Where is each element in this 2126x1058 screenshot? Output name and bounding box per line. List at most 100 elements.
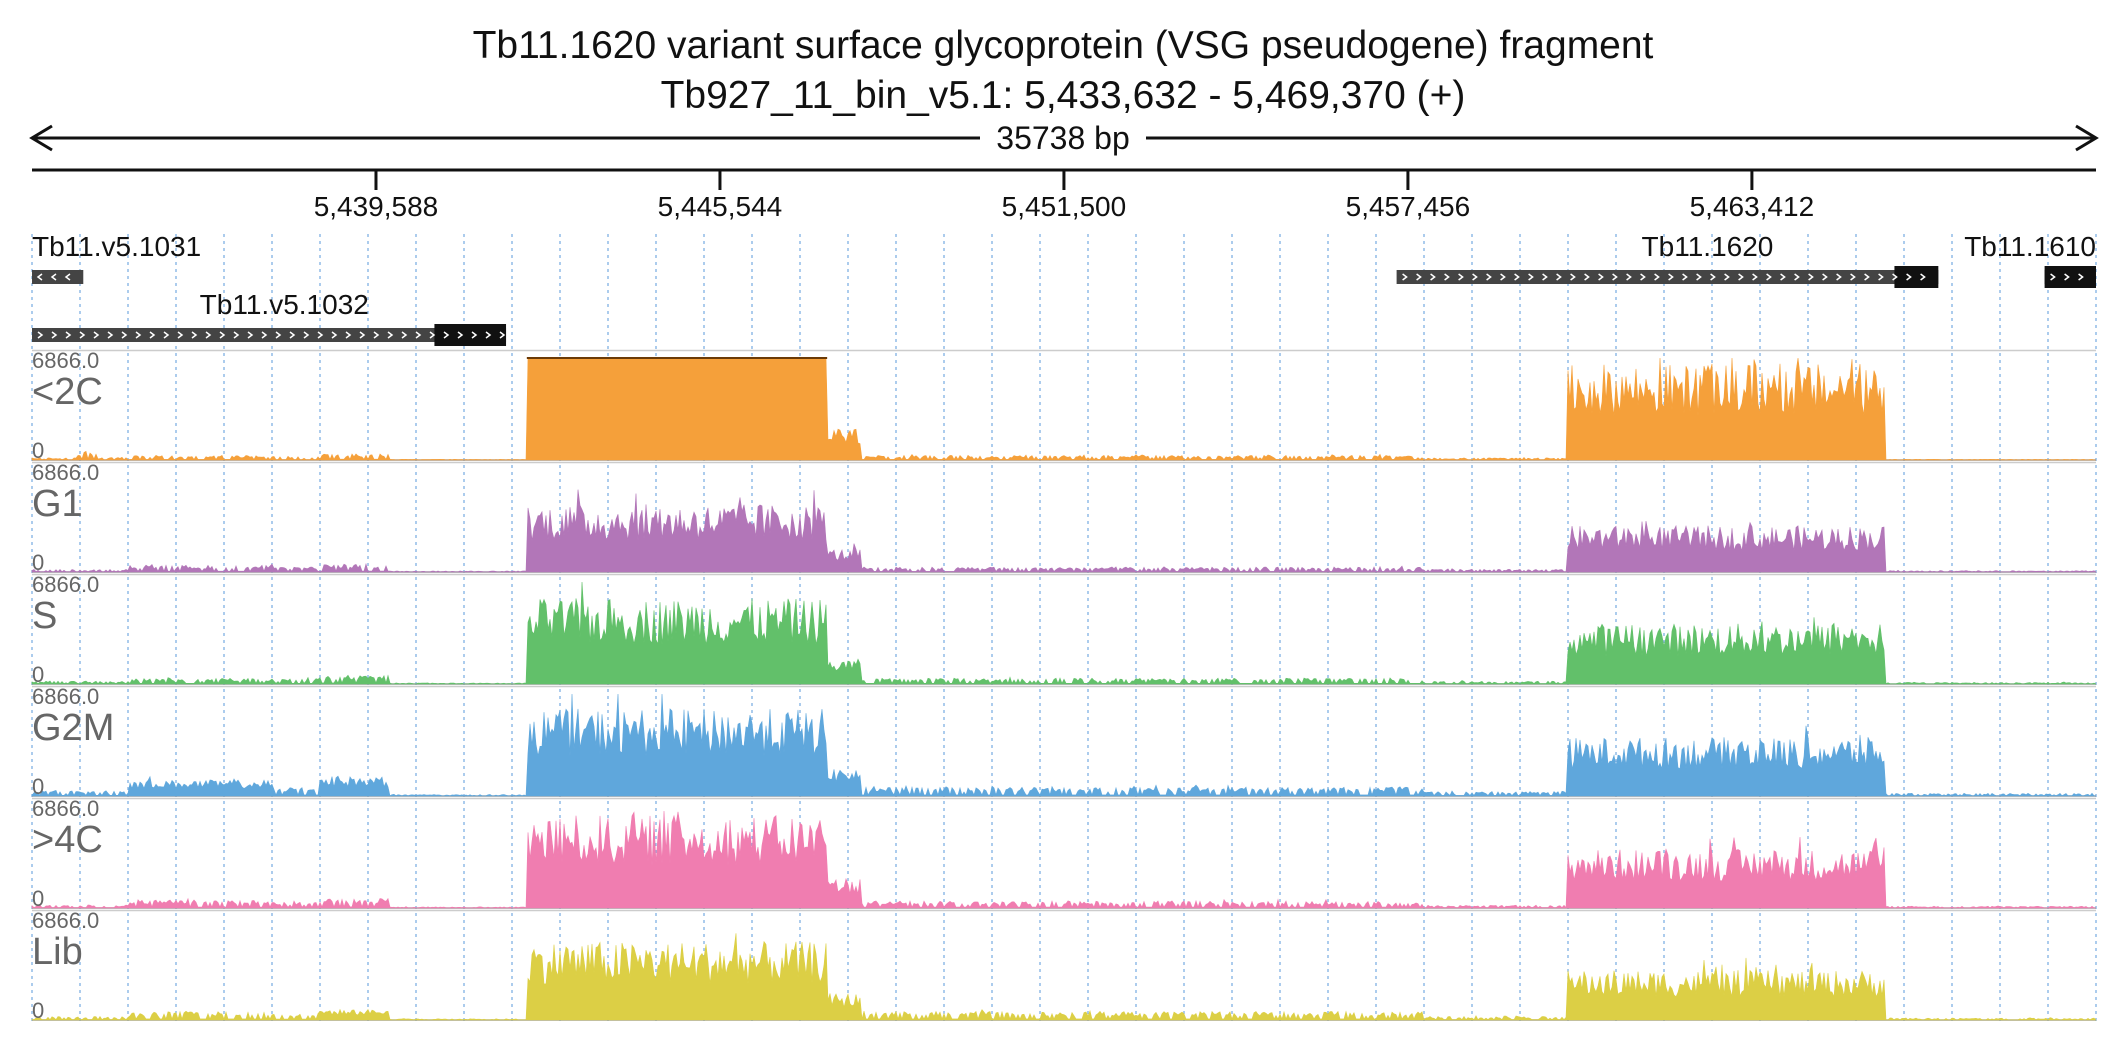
strand-chevron bbox=[191, 331, 198, 339]
strand-chevron bbox=[107, 331, 114, 339]
strand-chevron bbox=[443, 331, 450, 339]
strand-chevron bbox=[1682, 273, 1688, 281]
gene-label: Tb11.v5.1031 bbox=[32, 231, 201, 262]
strand-chevron bbox=[1724, 273, 1730, 281]
strand-chevron bbox=[163, 331, 170, 339]
strand-chevron bbox=[1654, 273, 1660, 281]
strand-chevron bbox=[1668, 273, 1674, 281]
strand-chevron bbox=[387, 331, 394, 339]
coverage-area bbox=[31, 933, 2097, 1021]
gene-body bbox=[32, 270, 84, 284]
strand-chevron bbox=[1696, 273, 1702, 281]
strand-chevron bbox=[303, 331, 310, 339]
strand-chevron bbox=[1542, 273, 1548, 281]
span-ruler: 35738 bp bbox=[29, 120, 2099, 158]
axis-ticks: 5,439,588 5,445,544 5,451,500 5,457,456 5,46… bbox=[314, 170, 1815, 222]
strand-chevron bbox=[177, 331, 184, 339]
gene-tb11-1620[interactable]: Tb11.1620 bbox=[1396, 231, 1939, 288]
strand-chevron bbox=[1416, 273, 1422, 281]
gene-cds bbox=[1894, 266, 1939, 288]
strand-chevron bbox=[415, 331, 422, 339]
strand-chevron bbox=[135, 331, 142, 339]
strand-chevron bbox=[1864, 273, 1870, 281]
strand-chevron bbox=[373, 331, 380, 339]
strand-chevron bbox=[457, 331, 464, 339]
strand-chevron bbox=[1472, 273, 1478, 281]
coverage-tracks: 6866.0<2C06866.0G106866.0S06866.0G2M0686… bbox=[31, 348, 2098, 1023]
span-label: 35738 bp bbox=[996, 120, 1129, 156]
strand-chevron bbox=[1836, 273, 1842, 281]
track-zero-label: 0 bbox=[32, 886, 44, 911]
track-name: >4C bbox=[32, 819, 103, 861]
span-arrow-left-head bbox=[29, 124, 53, 152]
strand-chevron bbox=[64, 273, 71, 281]
gene-label: Tb11.1620 bbox=[1642, 231, 1774, 262]
gene-tb11-v5-1032[interactable]: Tb11.v5.1032 bbox=[32, 289, 507, 346]
strand-chevron bbox=[1626, 273, 1632, 281]
strand-chevron bbox=[1556, 273, 1562, 281]
track-zero-label: 0 bbox=[32, 998, 44, 1023]
track-name: S bbox=[32, 595, 57, 637]
strand-chevron bbox=[37, 331, 44, 339]
track-zero-label: 0 bbox=[32, 550, 44, 575]
strand-chevron bbox=[121, 331, 128, 339]
axis-tick-label: 5,457,456 bbox=[1346, 191, 1471, 222]
strand-chevron bbox=[1500, 273, 1506, 281]
gene-cds bbox=[434, 324, 507, 346]
strand-chevron bbox=[471, 331, 478, 339]
gene-cds bbox=[2044, 266, 2096, 288]
strand-chevron bbox=[289, 331, 296, 339]
track-name: Lib bbox=[32, 931, 83, 973]
track-g1: 6866.0G1 0 bbox=[31, 460, 2098, 575]
strand-chevron bbox=[149, 331, 156, 339]
strand-chevron bbox=[51, 331, 58, 339]
axis-tick-label: 5,463,412 bbox=[1690, 191, 1815, 222]
span-label-backdrop bbox=[980, 120, 1146, 158]
strand-chevron bbox=[1892, 273, 1898, 281]
gene-tb11-1610[interactable]: Tb11.1610 bbox=[1964, 231, 2096, 288]
strand-chevron bbox=[2050, 273, 2056, 281]
track-4c: 6866.0>4C 0 bbox=[31, 796, 2097, 911]
strand-chevron bbox=[1850, 273, 1856, 281]
coverage-area bbox=[31, 693, 2097, 797]
strand-chevron bbox=[1584, 273, 1590, 281]
strand-chevron bbox=[1920, 273, 1926, 281]
gene-tb11-v5-1031[interactable]: Tb11.v5.1031 bbox=[32, 231, 201, 284]
track-zero-label: 0 bbox=[32, 438, 44, 463]
strand-chevron bbox=[1528, 273, 1534, 281]
strand-chevron bbox=[1878, 273, 1884, 281]
strand-chevron bbox=[275, 331, 282, 339]
strand-chevron bbox=[1514, 273, 1520, 281]
axis-tick-label: 5,439,588 bbox=[314, 191, 439, 222]
strand-chevron bbox=[1738, 273, 1744, 281]
axis-tick-label: 5,451,500 bbox=[1002, 191, 1127, 222]
coordinate-axis: 5,439,588 5,445,544 5,451,500 5,457,456 5,46… bbox=[32, 168, 2096, 222]
span-arrow-right-head bbox=[2075, 124, 2099, 152]
track-name: G1 bbox=[32, 483, 83, 525]
strand-chevron bbox=[2064, 273, 2070, 281]
strand-chevron bbox=[499, 331, 506, 339]
strand-chevron bbox=[345, 331, 352, 339]
coverage-area bbox=[31, 581, 2097, 685]
strand-chevron bbox=[233, 331, 240, 339]
coverage-area bbox=[31, 810, 2097, 909]
strand-chevron bbox=[1570, 273, 1576, 281]
track-max-label: 6866.0 bbox=[32, 908, 99, 933]
strand-chevron bbox=[401, 331, 408, 339]
strand-chevron bbox=[36, 273, 43, 281]
strand-chevron bbox=[1444, 273, 1450, 281]
track-max-label: 6866.0 bbox=[32, 348, 99, 373]
gene-label: Tb11.v5.1032 bbox=[200, 289, 369, 320]
strand-chevron bbox=[317, 331, 324, 339]
strand-chevron bbox=[1766, 273, 1772, 281]
strand-chevron bbox=[205, 331, 212, 339]
strand-chevron bbox=[1612, 273, 1618, 281]
strand-chevron bbox=[1808, 273, 1814, 281]
strand-chevron bbox=[485, 331, 492, 339]
strand-chevron bbox=[1752, 273, 1758, 281]
track-max-label: 6866.0 bbox=[32, 460, 99, 485]
track-zero-label: 0 bbox=[32, 774, 44, 799]
strand-chevron bbox=[331, 331, 338, 339]
strand-chevron bbox=[1458, 273, 1464, 281]
